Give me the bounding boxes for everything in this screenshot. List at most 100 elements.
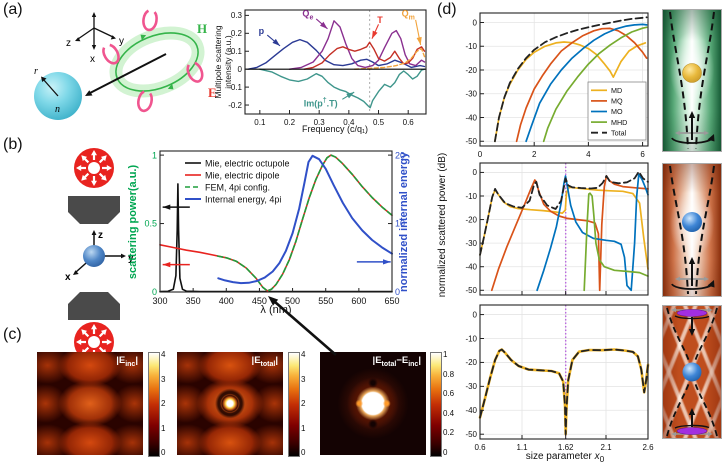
h-field-label: H	[197, 21, 207, 36]
inset-bottom-overlay	[666, 307, 718, 437]
svg-text:0: 0	[152, 287, 157, 297]
svg-text:0.5: 0.5	[144, 219, 157, 229]
svg-text:0.2: 0.2	[284, 118, 296, 127]
axis-y-label: y	[119, 36, 124, 47]
panel-label-d: (d)	[437, 1, 457, 18]
svg-text:400: 400	[219, 296, 234, 306]
svg-text:-20: -20	[465, 66, 477, 75]
svg-text:0: 0	[473, 168, 478, 177]
axis-y-label: y	[128, 253, 134, 264]
chart-annotation: T	[377, 14, 383, 25]
svg-text:1: 1	[152, 150, 157, 160]
svg-text:4: 4	[586, 150, 591, 159]
svg-text:FEM, 4pi config.: FEM, 4pi config.	[205, 182, 270, 192]
svg-text:-10: -10	[465, 192, 477, 201]
svg-text:0.5: 0.5	[373, 118, 385, 127]
svg-text:0.1: 0.1	[231, 47, 243, 56]
svg-text:1.1: 1.1	[516, 443, 528, 452]
chart-annotation: Qm	[401, 8, 415, 22]
mirror-bottom-icon	[68, 292, 120, 320]
purple-beam-top-icon	[676, 309, 708, 317]
b-ylabel-left: scattering power(a.u.)	[127, 164, 139, 280]
axis-x-label: x	[90, 54, 95, 65]
beam-envelope-dashed	[669, 11, 689, 150]
b-xlabel: λ (nm)	[260, 304, 292, 316]
svg-text:0.6: 0.6	[474, 443, 486, 452]
radius-label: r	[34, 66, 38, 77]
svg-text:500: 500	[285, 296, 300, 306]
inset-middle-overlay	[669, 165, 715, 295]
axis-z-label: z	[98, 230, 103, 241]
svg-text:Total: Total	[611, 128, 627, 137]
inset-standing-wave	[662, 305, 722, 439]
scattering-spectrum-chart: scattering power(a.u.) normalized intern…	[120, 144, 426, 324]
svg-text:0.6: 0.6	[403, 118, 415, 127]
purple-beam-bottom-icon	[676, 427, 708, 435]
e-field-label: E	[208, 85, 217, 100]
heatmap-einc-title: |Einc|	[116, 355, 138, 368]
svg-text:-0.1: -0.1	[228, 83, 242, 92]
colorbar-difference	[430, 352, 442, 457]
axis-z-label: z	[66, 38, 71, 49]
d-xlabel: size parameter x0	[525, 451, 605, 464]
svg-text:0: 0	[395, 287, 400, 297]
gold-particle-icon	[682, 63, 702, 83]
radial-beam-bottom-icon	[74, 322, 114, 356]
colorbar-einc	[148, 352, 160, 457]
svg-text:-40: -40	[465, 263, 477, 272]
svg-text:0: 0	[473, 310, 478, 319]
axis-x-label: x	[65, 272, 71, 283]
chart-annotation: p	[258, 25, 265, 36]
scattered-power-chart-middle: 0 -10 -20 -30 -40 -50	[455, 161, 655, 297]
svg-text:MD: MD	[611, 86, 622, 95]
svg-text:-30: -30	[465, 90, 477, 99]
svg-text:20: 20	[395, 150, 405, 160]
poloidal-arrows-icon	[102, 8, 204, 113]
svg-text:MHD: MHD	[611, 118, 627, 127]
svg-text:MQ: MQ	[611, 97, 623, 106]
svg-text:300: 300	[152, 296, 167, 306]
svg-text:0.3: 0.3	[314, 118, 326, 127]
panel-b-schematic: z y x	[65, 148, 134, 356]
a-xlabel: Frequency (c/q₁)	[301, 124, 369, 134]
panel-label-a: (a)	[3, 1, 23, 18]
svg-text:Internal energy, 4pi: Internal energy, 4pi	[205, 194, 281, 204]
multipole-spectrum-chart: Multipole scattering intensity (a.u.) 0.…	[204, 0, 436, 146]
svg-text:-0.2: -0.2	[228, 101, 242, 110]
svg-text:10: 10	[395, 219, 405, 229]
toroid-icon	[109, 26, 205, 98]
svg-text:0.2: 0.2	[231, 29, 243, 38]
svg-text:650: 650	[384, 296, 399, 306]
svg-text:MO: MO	[611, 107, 623, 116]
svg-text:-40: -40	[465, 113, 477, 122]
heatmap-difference: |Etotal−Einc|	[320, 352, 426, 455]
svg-text:2.6: 2.6	[642, 443, 654, 452]
heatmap-einc: |Einc|	[37, 352, 143, 455]
svg-text:0: 0	[473, 18, 478, 27]
svg-text:2.1: 2.1	[600, 443, 612, 452]
svg-text:-50: -50	[465, 430, 477, 439]
axes-icon	[75, 12, 116, 50]
svg-text:0: 0	[478, 150, 483, 159]
svg-text:Mie, electric dipole: Mie, electric dipole	[205, 170, 280, 180]
mirror-top-icon	[68, 196, 120, 224]
svg-text:-20: -20	[465, 358, 477, 367]
beam-envelope-dashed	[669, 165, 689, 295]
heatmap-etotal-title: |Etotal|	[251, 355, 278, 368]
svg-text:6: 6	[640, 150, 645, 159]
svg-text:1.62: 1.62	[558, 443, 574, 452]
svg-text:-50: -50	[465, 286, 477, 295]
svg-text:-30: -30	[465, 239, 477, 248]
index-label: n	[55, 104, 60, 115]
nanoparticle-icon	[83, 245, 105, 267]
svg-text:0.1: 0.1	[254, 118, 266, 127]
radial-beam-top-icon	[74, 148, 114, 188]
svg-text:600: 600	[351, 296, 366, 306]
pointer-arrowhead	[85, 90, 93, 96]
svg-text:Mie, electric octupole: Mie, electric octupole	[205, 158, 290, 168]
svg-text:0.3: 0.3	[231, 11, 243, 20]
svg-text:350: 350	[186, 296, 201, 306]
svg-text:550: 550	[318, 296, 333, 306]
